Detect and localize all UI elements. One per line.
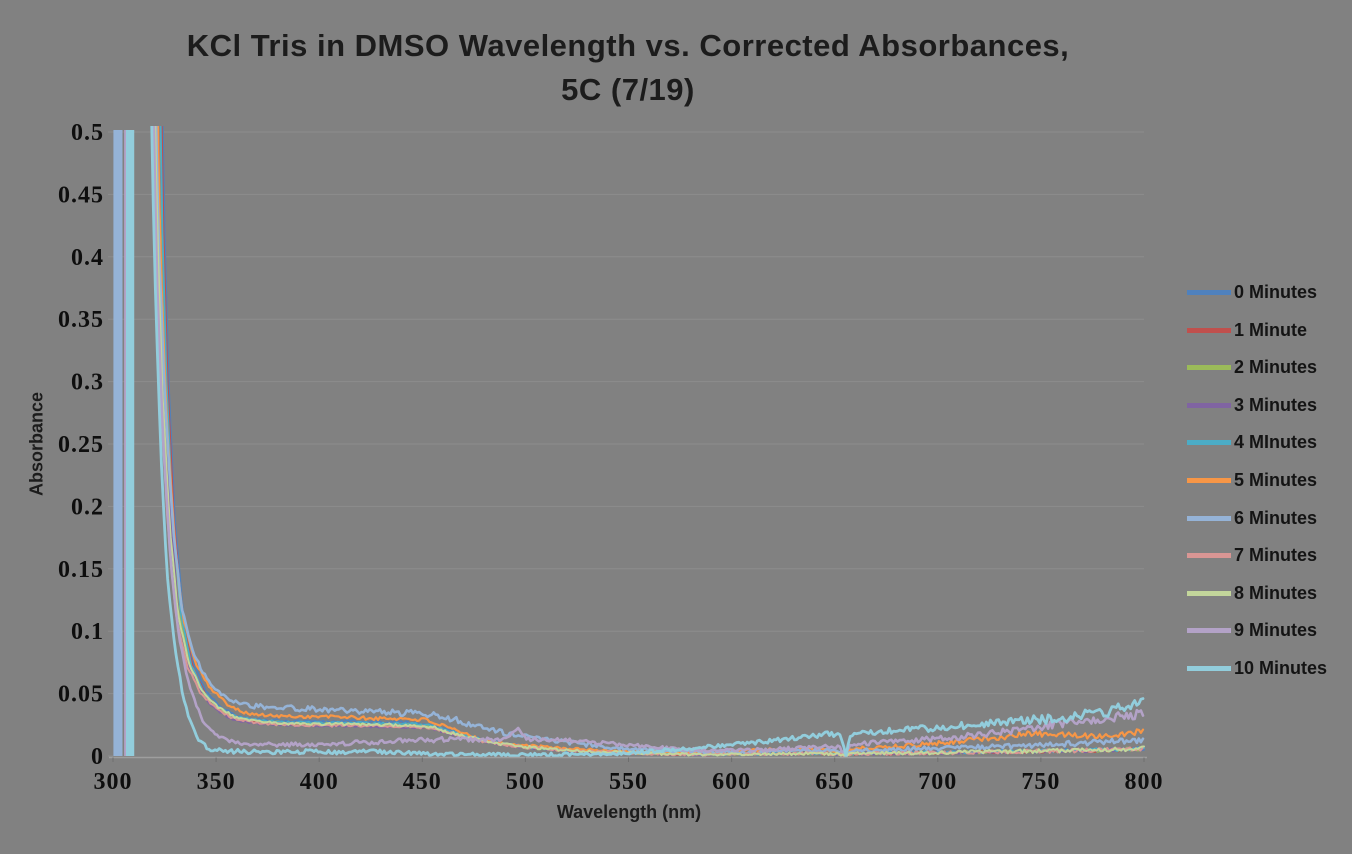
series-line-0-minutes	[161, 126, 1145, 757]
legend-item: 1 Minute	[1187, 319, 1327, 340]
legend-swatch-line	[1187, 515, 1231, 521]
series-line-6-minutes	[154, 126, 1145, 757]
x-tick-label: 500	[506, 769, 545, 795]
legend-swatch-line	[1187, 440, 1231, 446]
legend-item-label: 9 Minutes	[1234, 620, 1318, 641]
offscale-band-10-minutes	[125, 130, 135, 756]
legend-item: 5 Minutes	[1187, 469, 1327, 490]
legend-item-label: 2 Minutes	[1234, 357, 1318, 378]
x-tick-label: 450	[403, 769, 442, 795]
offscale-band-9-minutes	[124, 130, 126, 756]
y-tick-label: 0.35	[58, 307, 104, 333]
legend-item-label: 5 Minutes	[1234, 469, 1318, 490]
legend-item-label: 10 Minutes	[1234, 657, 1328, 678]
series-line-4-minutes	[159, 126, 1145, 757]
chart-title: KCl Tris in DMSO Wavelength vs. Correcte…	[187, 24, 1070, 112]
y-tick-label: 0	[91, 744, 104, 770]
legend-swatch-line	[1187, 290, 1231, 295]
legend-swatch-line	[1187, 327, 1231, 333]
legend-swatch-line	[1187, 590, 1231, 596]
y-tick-label: 0.3	[71, 370, 104, 396]
y-tick-label: 0.5	[71, 120, 104, 146]
legend-item-label: 1 Minute	[1234, 319, 1308, 340]
chart-title-line1: KCl Tris in DMSO Wavelength vs. Correcte…	[186, 28, 1070, 63]
series-line-7-minutes	[152, 126, 1144, 757]
y-tick-label: 0.2	[71, 494, 104, 520]
y-tick-label: 0.25	[58, 432, 104, 458]
x-tick-label: 650	[815, 769, 854, 795]
legend-item-label: 6 Minutes	[1234, 507, 1318, 528]
legend-item: 8 Minutes	[1187, 582, 1327, 603]
series-line-1-minute	[160, 126, 1144, 757]
legend-item-label: 8 Minutes	[1234, 582, 1318, 603]
series-line-5-minutes	[156, 126, 1145, 757]
legend-item-label: 0 Minutes	[1234, 282, 1318, 302]
legend-swatch-line	[1187, 365, 1231, 371]
legend-item: 4 MInutes	[1187, 432, 1327, 453]
x-tick-label: 550	[609, 769, 648, 795]
x-axis-title: Wavelength (nm)	[556, 802, 702, 822]
legend-item-label: 7 Minutes	[1234, 545, 1318, 566]
series-line-2-minutes	[158, 126, 1144, 757]
legend: 0 Minutes 1 Minute 2 Minutes 3 Minutes 4 MIn…	[1187, 282, 1328, 678]
legend-swatch-line	[1187, 628, 1231, 634]
x-tick-label: 600	[712, 769, 751, 795]
series-line-9-minutes	[152, 126, 1145, 754]
y-tick-label: 0.15	[58, 557, 104, 583]
legend-swatch-line	[1187, 477, 1231, 483]
legend-item: 9 Minutes	[1187, 620, 1327, 641]
x-tick-label: 750	[1021, 769, 1060, 795]
y-tick-label: 0.4	[71, 245, 104, 271]
legend-item: 7 Minutes	[1187, 545, 1327, 566]
legend-swatch-line	[1187, 402, 1231, 408]
series-line-8-minutes	[154, 126, 1145, 757]
legend-item: 0 Minutes	[1187, 282, 1327, 302]
y-tick-label: 0.05	[58, 682, 104, 708]
legend-swatch-line	[1187, 553, 1231, 559]
series-line-3-minutes	[157, 126, 1145, 757]
offscale-band-6-minutes	[113, 130, 123, 756]
x-tick-label: 350	[197, 769, 236, 795]
series-line-10-minutes	[150, 126, 1145, 758]
y-tick-label: 0.45	[58, 182, 104, 208]
legend-swatch-line	[1187, 665, 1231, 671]
legend-item-label: 3 Minutes	[1234, 394, 1318, 415]
chart-title-line2: 5C (7/19)	[561, 72, 695, 107]
legend-item-label: 4 MInutes	[1234, 432, 1318, 453]
x-tick-label: 400	[300, 769, 339, 795]
x-tick-label: 800	[1125, 769, 1164, 795]
legend-item: 10 Minutes	[1187, 657, 1328, 678]
x-tick-label: 700	[918, 769, 957, 795]
legend-item: 3 Minutes	[1187, 394, 1327, 415]
y-tick-label: 0.1	[71, 619, 104, 645]
legend-item: 2 Minutes	[1187, 357, 1327, 378]
x-tick-label: 300	[94, 769, 133, 795]
legend-item: 6 Minutes	[1187, 507, 1327, 528]
